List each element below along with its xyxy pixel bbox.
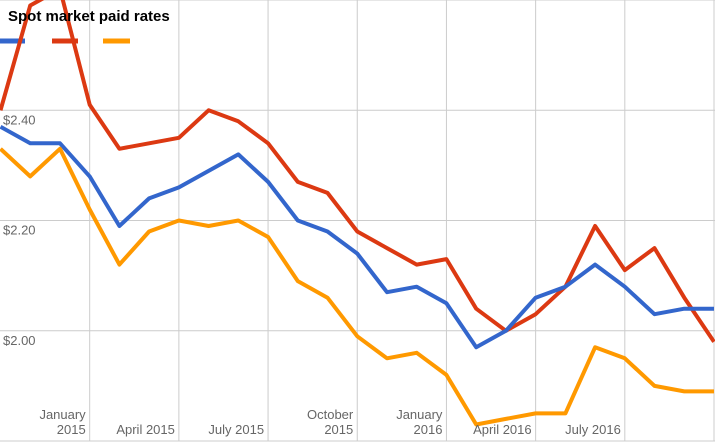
x-axis-label: April 2016 [473,422,532,437]
chart-title: Spot market paid rates [8,8,170,25]
x-axis-label: 2016 [414,422,443,437]
x-axis-label: April 2015 [116,422,175,437]
y-axis-label: $2.40 [3,112,36,127]
orange-series-line [0,146,714,427]
y-axis-label: $2.20 [3,223,36,238]
x-axis-label: October [307,407,354,422]
x-axis-label: January [396,407,443,422]
x-axis-label: July 2015 [208,422,264,437]
y-axis-label: $2.00 [3,333,36,348]
blue-series-line [0,125,714,350]
x-axis-label: January [39,407,86,422]
x-axis-label: 2015 [57,422,86,437]
x-axis-label: July 2016 [565,422,621,437]
red-series-line [0,0,715,343]
x-axis-label: 2015 [324,422,353,437]
